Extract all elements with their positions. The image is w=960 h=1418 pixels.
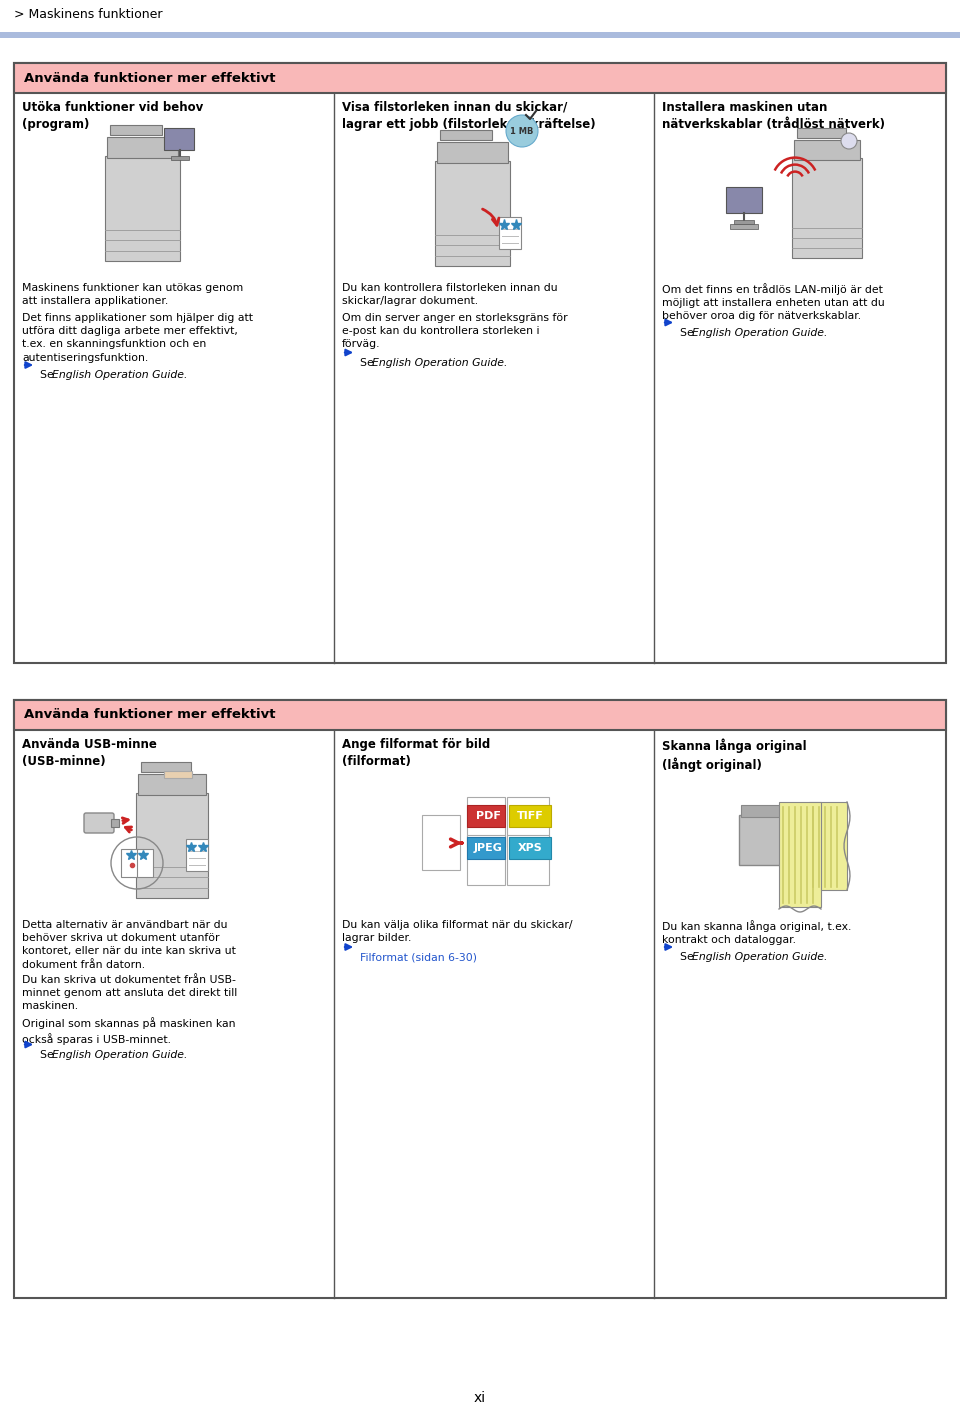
FancyBboxPatch shape xyxy=(730,224,758,228)
FancyBboxPatch shape xyxy=(107,138,178,157)
Text: Se: Se xyxy=(680,328,697,337)
Text: Se: Se xyxy=(40,1049,58,1059)
FancyBboxPatch shape xyxy=(186,839,208,871)
Text: Se: Se xyxy=(40,370,58,380)
FancyBboxPatch shape xyxy=(437,142,508,163)
Text: English Operation Guide.: English Operation Guide. xyxy=(692,951,828,961)
FancyBboxPatch shape xyxy=(794,140,860,160)
FancyBboxPatch shape xyxy=(726,187,762,213)
FancyBboxPatch shape xyxy=(14,62,946,664)
FancyBboxPatch shape xyxy=(171,156,189,160)
FancyBboxPatch shape xyxy=(797,128,846,138)
FancyBboxPatch shape xyxy=(509,837,551,859)
Text: English Operation Guide.: English Operation Guide. xyxy=(52,370,187,380)
Circle shape xyxy=(506,115,538,147)
Text: Du kan skanna långa original, t.ex.
kontrakt och dataloggar.: Du kan skanna långa original, t.ex. kont… xyxy=(662,920,852,946)
Text: English Operation Guide.: English Operation Guide. xyxy=(692,328,828,337)
Text: Maskinens funktioner kan utökas genom
att installera applikationer.: Maskinens funktioner kan utökas genom at… xyxy=(22,284,243,306)
FancyBboxPatch shape xyxy=(141,761,191,771)
FancyBboxPatch shape xyxy=(109,125,162,135)
FancyBboxPatch shape xyxy=(507,797,549,847)
Text: Original som skannas på maskinen kan
också sparas i USB-minnet.: Original som skannas på maskinen kan ock… xyxy=(22,1018,235,1045)
FancyBboxPatch shape xyxy=(509,805,551,827)
Text: English Operation Guide.: English Operation Guide. xyxy=(372,357,508,367)
FancyBboxPatch shape xyxy=(440,129,492,140)
FancyBboxPatch shape xyxy=(164,771,192,778)
Text: Om det finns en trådlös LAN-miljö är det
möjligt att installera enheten utan att: Om det finns en trådlös LAN-miljö är det… xyxy=(662,284,885,322)
FancyBboxPatch shape xyxy=(14,700,946,1297)
FancyBboxPatch shape xyxy=(105,156,180,261)
Text: Det finns applikationer som hjälper dig att
utföra ditt dagliga arbete mer effek: Det finns applikationer som hjälper dig … xyxy=(22,313,253,363)
Text: Se: Se xyxy=(360,357,377,367)
Text: Skanna långa original
(långt original): Skanna långa original (långt original) xyxy=(662,737,806,771)
FancyBboxPatch shape xyxy=(741,805,821,817)
FancyBboxPatch shape xyxy=(779,803,821,908)
FancyBboxPatch shape xyxy=(734,220,754,224)
Text: Filformat (sidan 6-30): Filformat (sidan 6-30) xyxy=(360,951,477,961)
FancyBboxPatch shape xyxy=(507,835,549,885)
Text: 1 MB: 1 MB xyxy=(511,126,534,136)
Text: xi: xi xyxy=(474,1391,486,1405)
FancyBboxPatch shape xyxy=(467,797,505,847)
FancyBboxPatch shape xyxy=(84,813,114,832)
FancyBboxPatch shape xyxy=(809,803,847,891)
Circle shape xyxy=(841,133,857,149)
Text: > Maskinens funktioner: > Maskinens funktioner xyxy=(14,9,162,21)
FancyBboxPatch shape xyxy=(14,700,946,730)
FancyBboxPatch shape xyxy=(121,849,153,876)
FancyBboxPatch shape xyxy=(0,33,960,38)
Text: Du kan välja olika filformat när du skickar/
lagrar bilder.: Du kan välja olika filformat när du skic… xyxy=(342,920,572,943)
FancyBboxPatch shape xyxy=(422,815,460,871)
FancyBboxPatch shape xyxy=(164,128,194,150)
Text: Ange filformat för bild
(filformat): Ange filformat för bild (filformat) xyxy=(342,737,491,769)
FancyBboxPatch shape xyxy=(467,835,505,885)
Text: Se: Se xyxy=(680,951,697,961)
Text: Använda funktioner mer effektivt: Använda funktioner mer effektivt xyxy=(24,709,276,722)
Text: Använda funktioner mer effektivt: Använda funktioner mer effektivt xyxy=(24,71,276,85)
FancyBboxPatch shape xyxy=(467,805,505,827)
Text: English Operation Guide.: English Operation Guide. xyxy=(52,1049,187,1059)
FancyBboxPatch shape xyxy=(792,157,862,258)
Text: Detta alternativ är användbart när du
behöver skriva ut dokument utanför
kontore: Detta alternativ är användbart när du be… xyxy=(22,920,236,970)
FancyBboxPatch shape xyxy=(136,793,208,898)
Text: Installera maskinen utan
nätverkskablar (trådlöst nätverk): Installera maskinen utan nätverkskablar … xyxy=(662,101,885,130)
FancyBboxPatch shape xyxy=(435,162,510,267)
Text: PDF: PDF xyxy=(475,811,500,821)
Text: TIFF: TIFF xyxy=(516,811,543,821)
FancyBboxPatch shape xyxy=(14,62,946,94)
Text: Du kan skriva ut dokumentet från USB-
minnet genom att ansluta det direkt till
m: Du kan skriva ut dokumentet från USB- mi… xyxy=(22,976,237,1011)
FancyBboxPatch shape xyxy=(111,820,119,827)
FancyBboxPatch shape xyxy=(739,815,817,865)
Text: Du kan kontrollera filstorleken innan du
skickar/lagrar dokument.: Du kan kontrollera filstorleken innan du… xyxy=(342,284,558,306)
Text: Utöka funktioner vid behov
(program): Utöka funktioner vid behov (program) xyxy=(22,101,204,130)
FancyBboxPatch shape xyxy=(499,217,521,250)
Text: XPS: XPS xyxy=(517,842,542,854)
Text: Visa filstorleken innan du skickar/
lagrar ett jobb (filstorleksbekräftelse): Visa filstorleken innan du skickar/ lagr… xyxy=(342,101,595,130)
FancyBboxPatch shape xyxy=(138,774,206,795)
Text: Använda USB-minne
(USB-minne): Använda USB-minne (USB-minne) xyxy=(22,737,156,769)
FancyBboxPatch shape xyxy=(467,837,505,859)
Text: JPEG: JPEG xyxy=(473,842,502,854)
Text: Om din server anger en storleksgräns för
e-post kan du kontrollera storleken i
f: Om din server anger en storleksgräns för… xyxy=(342,313,567,349)
